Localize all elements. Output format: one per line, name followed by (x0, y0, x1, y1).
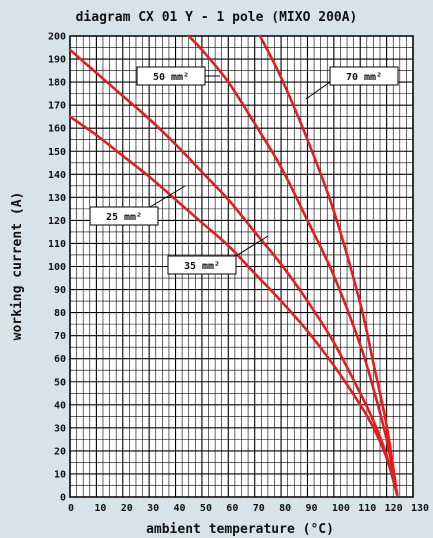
y-tick-label: 80 (54, 308, 66, 319)
callout-35-mm: 35 mm² (167, 235, 269, 275)
y-tick-label: 170 (48, 101, 66, 112)
y-tick-label: 10 (54, 469, 66, 480)
y-tick-label: 50 (54, 377, 66, 388)
x-tick-label: 60 (226, 503, 238, 514)
y-tick-label: 180 (48, 78, 66, 89)
y-tick-label: 60 (54, 354, 66, 365)
y-axis-ticks: 0 10 20 30 40 50 60 70 80 90 100 110 120 130 140 150 160… (48, 32, 66, 504)
x-tick-label: 110 (358, 503, 376, 514)
x-tick-label: 20 (121, 503, 133, 514)
series-label: 70 mm² (346, 72, 382, 83)
series-label: 50 mm² (153, 72, 189, 83)
callout-leader (305, 81, 331, 100)
callout-box (167, 255, 237, 275)
y-axis-label: working current (A) (10, 192, 25, 341)
y-tick-label: 160 (48, 124, 66, 135)
x-tick-label: 30 (147, 503, 159, 514)
x-tick-label: 50 (200, 503, 212, 514)
series-label: 25 mm² (106, 212, 142, 223)
x-tick-label: 130 (411, 503, 429, 514)
y-tick-label: 40 (54, 400, 66, 411)
x-axis-label: ambient temperature (°C) (146, 522, 334, 537)
series-label: 35 mm² (184, 261, 220, 272)
x-tick-label: 40 (174, 503, 186, 514)
callout-box (136, 66, 206, 86)
callouts: 25 mm² 35 mm² 50 mm² 70 mm² (89, 66, 399, 275)
grid (69, 35, 414, 498)
x-axis-ticks: 0 10 20 30 40 50 60 70 80 90 100 110 120 130 (68, 503, 429, 514)
y-tick-label: 150 (48, 147, 66, 158)
x-tick-label: 80 (279, 503, 291, 514)
y-tick-label: 110 (48, 239, 66, 250)
callout-leader (235, 235, 269, 257)
x-tick-label: 0 (68, 503, 74, 514)
callout-box (89, 206, 159, 226)
series-line-25-mm (68, 115, 399, 496)
series-line-35-mm (68, 48, 399, 496)
y-tick-label: 70 (54, 331, 66, 342)
y-tick-label: 90 (54, 285, 66, 296)
y-tick-label: 20 (54, 446, 66, 457)
chart-title: diagram CX 01 Y - 1 pole (MIXO 200A) (76, 10, 358, 25)
y-tick-label: 190 (48, 55, 66, 66)
y-tick-label: 120 (48, 216, 66, 227)
x-tick-label: 70 (253, 503, 265, 514)
y-tick-label: 200 (48, 32, 66, 43)
y-tick-label: 30 (54, 423, 66, 434)
callout-leader (149, 185, 186, 208)
callout-box (329, 66, 399, 86)
x-tick-label: 100 (332, 503, 350, 514)
x-tick-label: 10 (94, 503, 106, 514)
callout-50-mm: 50 mm² (136, 66, 220, 86)
y-tick-label: 0 (60, 493, 66, 504)
callout-25-mm: 25 mm² (89, 185, 186, 226)
y-tick-label: 140 (48, 170, 66, 181)
y-tick-label: 130 (48, 193, 66, 204)
callout-70-mm: 70 mm² (305, 66, 399, 100)
series (68, 34, 399, 496)
x-tick-label: 120 (385, 503, 403, 514)
x-tick-label: 90 (305, 503, 317, 514)
series-line-50-mm (187, 34, 399, 496)
series-line-70-mm (258, 34, 399, 496)
y-tick-label: 100 (48, 262, 66, 273)
